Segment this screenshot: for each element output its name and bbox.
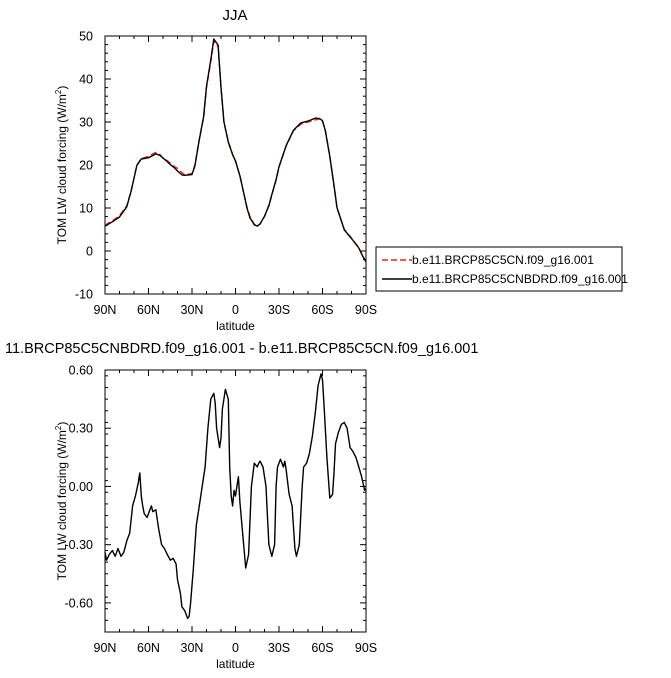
chart-title: JJA: [222, 7, 247, 24]
x-tick-label: 90S: [355, 641, 377, 655]
x-tick-label: 0: [232, 303, 239, 317]
y-tick-label: 20: [79, 159, 93, 173]
x-tick-label: 0: [232, 641, 239, 655]
y-tick-label: 0.00: [69, 480, 93, 494]
x-tick-label: 30N: [181, 303, 204, 317]
chart-upper: JJA 90N 60N 30N 0 30S 60S 90S -10 0 10 20 30 40 50 lati…: [54, 7, 628, 333]
y-axis-label: TOM LW cloud forcing (W/m2): [54, 422, 69, 581]
y-tick-label: -0.60: [65, 596, 94, 610]
y-tick-label: 50: [79, 30, 93, 44]
series-line-1: [104, 38, 367, 263]
y-tick-label: 0.30: [69, 422, 93, 436]
x-axis-label: latitude: [216, 319, 255, 333]
x-tick-label: 30S: [268, 641, 290, 655]
x-tick-label: 60N: [137, 303, 160, 317]
x-tick-label: 90S: [355, 303, 377, 317]
y-tick-label: 0.60: [69, 364, 93, 378]
legend-box: [375, 246, 623, 292]
x-tick-label: 60N: [137, 641, 160, 655]
series-line-0: [104, 373, 367, 620]
y-tick-label: 10: [79, 202, 93, 216]
legend-entry-1: b.e11.BRCP85C5CNBDRD.f09_g16.001: [412, 272, 628, 286]
x-tick-label: 30S: [268, 303, 290, 317]
y-axis-label: TOM LW cloud forcing (W/m2): [54, 86, 69, 245]
plot-frame: [104, 35, 367, 295]
y-tick-label: -0.30: [65, 538, 94, 552]
x-tick-label: 30N: [181, 641, 204, 655]
y-tick-label: 0: [86, 245, 93, 259]
x-tick-label: 90N: [94, 641, 117, 655]
y-tick-label: 30: [79, 116, 93, 130]
chart-difference: 11.BRCP85C5CNBDRD.f09_g16.001 - b.e11.BR…: [5, 341, 478, 671]
y-tick-label: -10: [75, 288, 93, 302]
x-tick-label: 90N: [94, 303, 117, 317]
x-axis-label: latitude: [216, 657, 255, 671]
y-tick-label: 40: [79, 73, 93, 87]
plot-frame: [104, 369, 367, 633]
series-line-0: [104, 40, 367, 263]
legend-entry-0: b.e11.BRCP85C5CN.f09_g16.001: [412, 253, 594, 267]
x-tick-label: 60S: [311, 303, 333, 317]
chart-title: 11.BRCP85C5CNBDRD.f09_g16.001 - b.e11.BR…: [5, 341, 478, 357]
x-tick-label: 60S: [311, 641, 333, 655]
